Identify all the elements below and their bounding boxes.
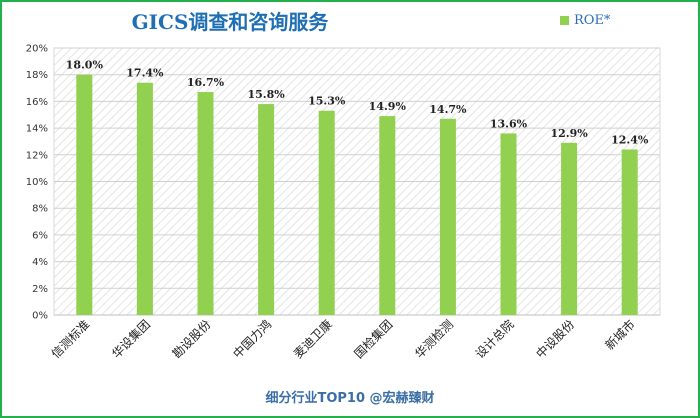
legend: ROE* [560, 12, 610, 28]
category-label: 信测标准 [49, 317, 93, 361]
category-label: 麦迪卫康 [290, 317, 335, 362]
bar [561, 142, 578, 315]
data-label: 16.7% [187, 76, 225, 89]
bar [318, 110, 335, 316]
data-label: 12.4% [611, 133, 649, 146]
y-tick-label: 2% [32, 284, 48, 295]
y-tick-label: 6% [32, 230, 48, 241]
legend-label: ROE* [574, 12, 611, 28]
category-label: 中国力鸿 [230, 317, 275, 362]
legend-swatch [560, 15, 569, 25]
y-tick-label: 16% [26, 97, 48, 108]
y-tick-label: 10% [26, 177, 48, 188]
bar [258, 104, 275, 315]
y-tick-label: 4% [32, 257, 48, 268]
data-label: 18.0% [66, 59, 104, 72]
bar [76, 74, 93, 315]
y-tick-label: 20% [26, 44, 48, 55]
gridlines [54, 47, 660, 316]
category-label: 勘设股份 [170, 317, 214, 361]
category-label: 华测检测 [411, 317, 456, 362]
y-tick-label: 14% [26, 124, 48, 135]
y-tick-label: 0% [32, 311, 48, 322]
data-label: 14.9% [369, 100, 407, 113]
data-label: 17.4% [126, 67, 164, 80]
category-label: 国检集团 [351, 317, 396, 362]
data-labels: 18.0% 17.4% 16.7% 15.8% 15.3% 14.9% 14.7% 13.6%… [66, 59, 649, 147]
category-label: 设计总院 [473, 317, 517, 361]
category-label: 新城市 [602, 317, 638, 353]
data-label: 13.6% [490, 117, 528, 130]
data-label: 12.9% [550, 127, 588, 140]
data-label: 14.7% [429, 103, 467, 116]
y-axis: 0% 2% 4% 6% 8% 10% 12% 14% 16% 18% 20% [26, 44, 48, 322]
y-tick-label: 12% [26, 150, 48, 161]
bar [379, 116, 396, 316]
bar [439, 118, 456, 315]
category-label: 华设集团 [108, 317, 153, 362]
y-tick-label: 18% [26, 70, 48, 81]
x-axis: 信测标准 华设集团 勘设股份 中国力鸿 麦迪卫康 国检集团 华测检测 设计总院 中设股份 新城市 [49, 317, 638, 362]
bar [136, 82, 153, 316]
y-tick-label: 8% [32, 204, 48, 215]
category-label: 中设股份 [533, 317, 578, 362]
bar [621, 149, 638, 315]
chart-title: GICS调查和咨询服务 [131, 10, 329, 34]
bar [500, 133, 517, 315]
data-label: 15.8% [247, 88, 285, 101]
footer-caption: 细分行业TOP10 @宏赫臻财 [265, 391, 435, 406]
bar [197, 92, 214, 316]
bars [76, 74, 638, 316]
data-label: 15.3% [308, 95, 346, 108]
